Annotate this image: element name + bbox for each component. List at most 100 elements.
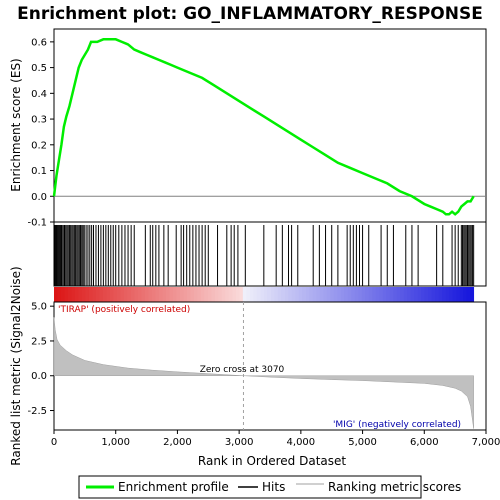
heatbar-cell [218, 287, 222, 302]
metric-tick-label: 0.0 [31, 371, 47, 382]
heatbar-cell [124, 287, 128, 302]
plot-title: Enrichment plot: GO_INFLAMMATORY_RESPONS… [17, 4, 483, 24]
heatbar-cell [85, 287, 89, 302]
heatbar-cell [288, 287, 292, 302]
heatbar-cell [155, 287, 159, 302]
heatbar-cell [302, 287, 306, 302]
metric-tick-label: 5.0 [31, 302, 47, 313]
es-axis-label: Enrichment score (ES) [9, 58, 23, 191]
heatbar-cell [320, 287, 324, 302]
es-tick-label: -0.1 [27, 218, 47, 229]
heatbar-cell [194, 287, 198, 302]
heatbar-cell [460, 287, 464, 302]
ranking-heatbar [54, 287, 474, 302]
legend-hits-label: Hits [262, 480, 285, 494]
heatbar-cell [446, 287, 450, 302]
es-tick-label: 0.5 [31, 63, 47, 74]
heatbar-cell [57, 287, 61, 302]
heatbar-cell [372, 287, 376, 302]
es-tick-label: 0.2 [31, 140, 47, 151]
heatbar-cell [379, 287, 383, 302]
heatbar-cell [180, 287, 184, 302]
heatbar-cell [337, 287, 341, 302]
heatbar-cell [428, 287, 432, 302]
heatbar-cell [411, 287, 415, 302]
metric-tick-label: -2.5 [27, 406, 47, 417]
heatbar-cell [61, 287, 65, 302]
heatbar-cell [71, 287, 75, 302]
heatbar-cell [309, 287, 313, 302]
heatbar-cell [190, 287, 194, 302]
heatbar-cell [141, 287, 145, 302]
heatbar-cell [145, 287, 149, 302]
es-tick-label: 0.4 [31, 89, 47, 100]
heatbar-cell [229, 287, 233, 302]
x-tick-label: 4,000 [287, 437, 316, 448]
heatbar-cell [425, 287, 429, 302]
x-tick-label: 6,000 [410, 437, 439, 448]
es-tick-label: 0.6 [31, 37, 47, 48]
metric-tick-label: 2.5 [31, 336, 47, 347]
heatbar-cell [183, 287, 187, 302]
heatbar-cell [138, 287, 142, 302]
heatbar-cell [253, 287, 257, 302]
heatbar-cell [152, 287, 156, 302]
heatbar-cell [96, 287, 100, 302]
heatbar-cell [82, 287, 86, 302]
heatbar-cell [117, 287, 121, 302]
heatbar-cell [285, 287, 289, 302]
heatbar-cell [99, 287, 103, 302]
heatbar-cell [92, 287, 96, 302]
heatbar-cell [103, 287, 107, 302]
negative-label: 'MIG' (negatively correlated) [333, 420, 461, 430]
heatbar-cell [306, 287, 310, 302]
heatbar-cell [453, 287, 457, 302]
heatbar-cell [432, 287, 436, 302]
legend-profile-label: Enrichment profile [118, 480, 229, 494]
es-panel-frame [54, 29, 486, 222]
heatbar-cell [236, 287, 240, 302]
heatbar-cell [393, 287, 397, 302]
heatbar-cell [449, 287, 453, 302]
heatbar-cell [341, 287, 345, 302]
heatbar-cell [208, 287, 212, 302]
heatbar-cell [358, 287, 362, 302]
es-tick-label: 0.3 [31, 115, 47, 126]
heatbar-cell [418, 287, 422, 302]
heatbar-cell [323, 287, 327, 302]
heatbar-cell [463, 287, 467, 302]
heatbar-cell [292, 287, 296, 302]
heatbar-cell [439, 287, 443, 302]
x-tick-label: 3,000 [225, 437, 254, 448]
heatbar-cell [78, 287, 82, 302]
es-tick-label: 0.0 [31, 192, 47, 203]
heatbar-cell [106, 287, 110, 302]
x-axis-label: Rank in Ordered Dataset [198, 454, 346, 468]
heatbar-cell [169, 287, 173, 302]
heatbar-cell [148, 287, 152, 302]
heatbar-cell [257, 287, 261, 302]
heatbar-cell [330, 287, 334, 302]
heatbar-cell [222, 287, 226, 302]
heatbar-cell [295, 287, 299, 302]
zero-cross-label: Zero cross at 3070 [200, 365, 285, 375]
heatbar-cell [414, 287, 418, 302]
heatbar-cell [470, 287, 474, 302]
legend-metric-label: Ranking metric scores [328, 480, 461, 494]
heatbar-cell [281, 287, 285, 302]
heatbar-cell [204, 287, 208, 302]
heatbar-cell [264, 287, 268, 302]
heatbar-cell [176, 287, 180, 302]
x-tick-label: 5,000 [348, 437, 377, 448]
heatbar-cell [313, 287, 317, 302]
heatbar-cell [404, 287, 408, 302]
heatbar-cell [456, 287, 460, 302]
heatbar-cell [355, 287, 359, 302]
es-tick-label: 0.1 [31, 166, 47, 177]
x-tick-label: 1,000 [101, 437, 130, 448]
heatbar-cell [120, 287, 124, 302]
heatbar-cell [215, 287, 219, 302]
heatbar-cell [274, 287, 278, 302]
heatbar-cell [442, 287, 446, 302]
